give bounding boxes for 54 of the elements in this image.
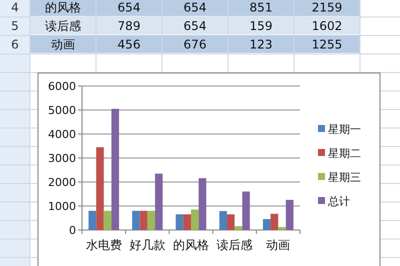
text: 159 (250, 19, 272, 33)
bar (262, 219, 271, 230)
text: 654 (184, 19, 206, 33)
bar (132, 210, 140, 230)
y-tick-label: 6000 (48, 80, 76, 93)
x-tick-label: 动画 (266, 238, 290, 252)
y-tick-label: 4000 (48, 128, 76, 141)
text: 789 (118, 19, 140, 33)
text: 6 (11, 38, 19, 52)
legend-label: 星期一 (328, 123, 361, 136)
bar (286, 200, 294, 230)
y-tick-label: 5000 (48, 104, 76, 117)
legend-label: 星期二 (328, 147, 361, 160)
y-tick-label: 0 (69, 224, 76, 237)
bar (278, 227, 286, 230)
text: 654 (118, 0, 140, 14)
bar (111, 108, 120, 230)
text: 4 (11, 0, 19, 14)
text: 851 (250, 0, 272, 14)
bar (198, 178, 206, 230)
text: 读后感 (45, 19, 81, 33)
text: 1602 (312, 19, 342, 33)
y-tick-label: 1000 (48, 200, 76, 213)
text: 5 (11, 19, 19, 33)
bar (234, 226, 242, 230)
x-tick-label: 的风格 (173, 238, 209, 252)
text: 2159 (312, 0, 342, 14)
x-tick-label: 水电费 (86, 238, 122, 252)
bar (104, 210, 112, 230)
bar (191, 210, 199, 230)
x-tick-label: 好几款 (129, 238, 166, 252)
text: 的风格 (45, 0, 81, 14)
bar (226, 214, 235, 230)
bar (219, 211, 227, 230)
bar (155, 174, 163, 230)
y-tick-label: 3000 (48, 152, 76, 165)
bar (176, 214, 184, 230)
text: 676 (184, 38, 206, 52)
bar (147, 210, 156, 230)
bar (183, 214, 191, 230)
text: 654 (184, 0, 206, 14)
legend-label: 星期三 (328, 171, 361, 184)
text: 动画 (51, 38, 75, 52)
text: 1255 (312, 38, 342, 52)
bar (140, 210, 148, 230)
text: 456 (118, 38, 140, 52)
legend-label: 总计 (327, 195, 350, 208)
bar (270, 214, 278, 230)
y-tick-label: 2000 (48, 176, 76, 189)
x-tick-label: 读后感 (216, 238, 253, 252)
bar (242, 192, 250, 230)
bar (88, 210, 96, 230)
bar (96, 147, 104, 230)
text: 123 (250, 38, 272, 52)
